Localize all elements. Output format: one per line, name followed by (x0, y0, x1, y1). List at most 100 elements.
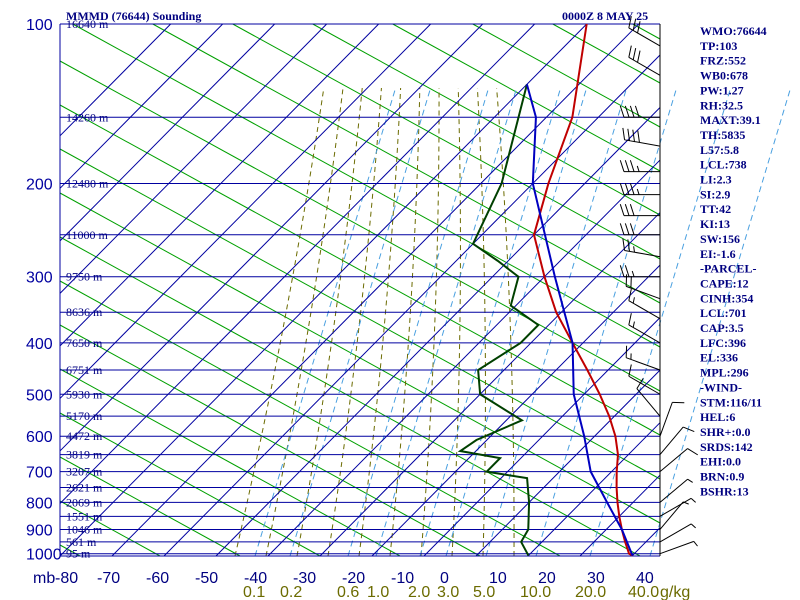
index-value: BRN:0.9 (700, 470, 744, 484)
mixing-ratio-line (485, 89, 627, 557)
wind-barb-feather (619, 160, 625, 172)
wind-barb-feather (634, 105, 640, 118)
dry-adiabat-line (59, 500, 161, 557)
dry-adiabat-line (632, 23, 661, 40)
mixing-ratio-line (419, 89, 561, 557)
wind-barb-feather (637, 21, 641, 34)
index-value: TP:103 (700, 39, 737, 53)
isotherm-line (59, 23, 328, 294)
wind-barb-feather (619, 183, 625, 195)
wind-barb-feather (682, 501, 689, 505)
wind-barb-staff (659, 426, 684, 455)
moist-adiabat-line (389, 87, 421, 557)
chart-title: MMMD (76644) Sounding (66, 9, 201, 23)
height-label: 3207 m (66, 465, 103, 479)
wind-barb-feather (629, 183, 635, 195)
moist-adiabat-line (420, 87, 440, 557)
dry-adiabat-line (472, 23, 661, 128)
wind-barb-staff (628, 27, 661, 47)
wind-barb-feather (632, 129, 635, 142)
mixing-ratio-lines (254, 89, 791, 557)
height-label: 7650 m (66, 336, 103, 350)
wind-barb-staff (626, 357, 661, 371)
wind-barb-staff (659, 402, 673, 437)
isotherm-line (475, 369, 661, 557)
isotherm-line (111, 23, 640, 557)
isotherm-line (267, 159, 661, 557)
wind-barb (659, 426, 695, 455)
height-label: 4472 m (66, 429, 103, 443)
pressure-tick-label: 600 (26, 429, 53, 446)
temperature-tick-label: -30 (293, 570, 316, 587)
isotherm-line (59, 23, 432, 399)
index-value: RH:32.5 (700, 98, 743, 112)
mixing-ratio-label: 2.0 (408, 584, 430, 600)
pressure-tick-label: 700 (26, 465, 53, 482)
index-value: BSHR:13 (700, 484, 749, 498)
wind-barb-feather (624, 160, 630, 172)
pressure-tick-label: 500 (26, 387, 53, 404)
wind-barb-feather (622, 238, 626, 251)
wind-barb-feather (624, 265, 630, 277)
wind-barb-feather (632, 297, 635, 304)
index-value: SI:2.9 (700, 187, 730, 201)
wind-barb-feather (631, 270, 635, 277)
moist-adiabat-line (496, 87, 515, 557)
wind-barb-feather (624, 105, 630, 118)
wind-barb (622, 238, 661, 258)
wind-barb (659, 501, 689, 530)
index-value: EL:336 (700, 351, 738, 365)
wind-barb-staff (628, 56, 661, 76)
index-value: SW:156 (700, 232, 740, 246)
wind-barb (619, 105, 660, 118)
index-value: SRDS:142 (700, 440, 753, 454)
isotherms (59, 23, 661, 557)
dry-adiabats (59, 23, 661, 557)
wind-barb-feather (629, 204, 635, 216)
index-value: MAXT:39.1 (700, 113, 761, 127)
wind-barb (619, 265, 660, 278)
index-value: L57:5.8 (700, 143, 739, 157)
wind-barb (659, 448, 699, 473)
temperature-tick-label: -50 (195, 570, 218, 587)
index-value: CINH:354 (700, 291, 753, 305)
indices-panel: WMO:76644TP:103FRZ:552WB0:678PW:1.27RH:3… (700, 24, 767, 498)
moist-adiabat-line (296, 87, 363, 557)
wind-barb-feather (687, 448, 699, 456)
wind-barb-feather (632, 321, 635, 328)
temperature-tick-label: 20 (538, 570, 556, 587)
wind-barb (659, 523, 696, 543)
index-value: LFC:396 (700, 336, 746, 350)
moist-adiabat-line (327, 87, 382, 557)
wind-barb (619, 183, 660, 196)
index-value: CAPE:12 (700, 276, 749, 290)
index-value: EHI:0.0 (700, 455, 741, 469)
height-label: 561 m (66, 535, 97, 549)
wind-barb (619, 204, 660, 217)
wind-barb-feather (628, 313, 632, 326)
isotherm-line (59, 23, 380, 347)
wind-barb (659, 540, 698, 555)
temperature-tick-label: 40 (636, 570, 654, 587)
index-value: HEL:6 (700, 410, 735, 424)
temperature-tick-label: -80 (55, 570, 78, 587)
height-label: 1551 m (66, 509, 103, 523)
wind-barb-staff (636, 388, 661, 417)
isotherm-line (59, 23, 484, 452)
mixing-ratio-label: 10.0 (520, 584, 551, 600)
index-value: WB0:678 (700, 69, 748, 83)
index-value: -WIND- (700, 380, 742, 394)
height-label: 5170 m (66, 409, 103, 423)
dry-adiabat-line (59, 412, 321, 557)
wind-barb-staff (659, 497, 692, 517)
isotherm-line (371, 264, 661, 557)
wind-barb-feather (624, 223, 630, 235)
wind-barb-feather (637, 50, 641, 63)
wind-barb-feather (619, 223, 625, 235)
wind-barb-feather (690, 497, 696, 503)
pressure-tick-label: 800 (26, 495, 53, 512)
height-label: 12480 m (66, 176, 109, 190)
mixing-ratio-label: 1.0 (367, 584, 389, 600)
index-value: FRZ:552 (700, 54, 746, 68)
